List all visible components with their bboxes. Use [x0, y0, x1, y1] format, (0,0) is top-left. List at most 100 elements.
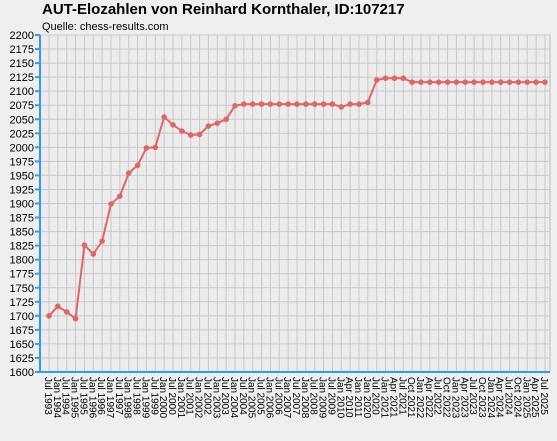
data-point — [444, 79, 451, 85]
data-point — [63, 309, 70, 315]
chart-subtitle: Quelle: chess-results.com — [42, 21, 169, 33]
x-tick-label: Jan 1995 — [69, 377, 80, 419]
y-tick-label: 1650 — [10, 339, 34, 351]
data-point — [418, 79, 424, 85]
data-point — [506, 79, 513, 85]
x-tick-label: Jul 2023 — [467, 377, 478, 415]
x-tick-label: Jan 1999 — [139, 377, 150, 419]
x-tick-label: Jan 2000 — [157, 377, 168, 419]
y-tick-label: 1825 — [10, 241, 34, 253]
x-tick-label: Jul 2006 — [272, 377, 283, 415]
x-tick-label: Jul 2007 — [290, 377, 301, 415]
x-tick-label: Jan 2023 — [449, 377, 460, 419]
data-point — [90, 251, 97, 257]
data-point — [258, 101, 265, 107]
y-tick-label: 1800 — [10, 255, 34, 267]
x-tick-label: Jul 1995 — [77, 377, 88, 415]
data-point — [249, 101, 256, 107]
data-point — [347, 101, 353, 107]
x-tick-label: Jan 2010 — [334, 377, 345, 419]
x-tick-label: Jul 1993 — [42, 377, 53, 415]
data-point — [179, 128, 185, 134]
y-tick-label: 2150 — [10, 58, 34, 70]
y-tick-label: 1675 — [10, 325, 34, 337]
x-tick-label: Oct 2022 — [441, 377, 452, 418]
x-tick-label: Apr 2010 — [343, 377, 354, 418]
x-tick-label: Oct 2024 — [511, 377, 522, 418]
data-point — [152, 144, 159, 151]
y-tick-label: 2000 — [10, 142, 34, 154]
data-point — [55, 303, 61, 310]
data-point — [125, 170, 132, 176]
data-point — [524, 79, 531, 85]
y-tick-label: 1875 — [10, 213, 34, 225]
data-point — [241, 101, 247, 107]
x-tick-label: Jul 2009 — [325, 377, 336, 415]
y-tick-label: 2025 — [10, 128, 34, 140]
x-tick-label: Apr 2022 — [423, 377, 434, 418]
x-tick-label: Jul 2020 — [370, 377, 381, 415]
y-tick-label: 1900 — [10, 199, 34, 211]
x-tick-label: Jan 2001 — [175, 377, 186, 419]
x-tick-label: Jul 1998 — [131, 377, 142, 415]
y-tick-label: 1700 — [10, 311, 34, 323]
x-tick-label: Jul 1999 — [148, 377, 159, 415]
data-point — [311, 101, 318, 107]
data-point — [294, 101, 300, 107]
data-point — [72, 315, 79, 322]
y-tick-label: 2050 — [10, 114, 34, 126]
x-tick-label: Apr 2024 — [494, 377, 505, 418]
x-tick-label: Jul 2024 — [503, 377, 514, 415]
x-tick-label: Jul 2002 — [201, 377, 212, 415]
data-point — [329, 101, 336, 107]
x-tick-label: Jan 1996 — [86, 377, 97, 419]
data-point — [365, 99, 371, 106]
data-point — [161, 114, 167, 120]
x-tick-label: Jul 2008 — [308, 377, 319, 415]
y-tick-label: 1975 — [10, 156, 34, 168]
data-point — [489, 79, 495, 85]
data-point — [143, 145, 150, 151]
x-tick-label: Jan 2008 — [299, 377, 310, 419]
x-tick-label: Jan 2005 — [246, 377, 257, 419]
y-tick-label: 1600 — [10, 367, 34, 379]
data-point — [285, 101, 291, 107]
x-tick-label: Jan 2020 — [361, 377, 372, 419]
x-tick-label: Jul 2025 — [538, 377, 549, 415]
x-tick-label: Jul 1996 — [95, 377, 106, 415]
x-tick-label: Jan 2003 — [210, 377, 221, 419]
x-tick-label: Jan 1998 — [122, 377, 133, 419]
data-point — [187, 132, 194, 138]
data-point — [81, 242, 88, 248]
data-point — [196, 131, 203, 138]
x-tick-label: Jul 1994 — [60, 377, 71, 415]
chart-title: AUT-Elozahlen von Reinhard Kornthaler, I… — [42, 1, 405, 18]
y-tick-label: 2100 — [10, 86, 34, 98]
x-tick-label: Jul 2022 — [432, 377, 443, 415]
y-tick-label: 1750 — [10, 283, 34, 295]
data-point — [373, 77, 380, 83]
x-tick-label: Jan 2022 — [414, 377, 425, 419]
data-point — [435, 79, 442, 85]
x-tick-label: Jan 2002 — [193, 377, 204, 419]
x-tick-label: Jan 2004 — [228, 377, 239, 419]
y-tick-label: 2175 — [10, 44, 34, 56]
data-point — [382, 75, 389, 82]
data-point — [471, 79, 477, 85]
data-point — [400, 75, 407, 82]
data-point — [497, 79, 504, 85]
data-point — [356, 101, 362, 107]
x-tick-label: Oct 2023 — [476, 377, 487, 418]
x-tick-label: Jul 2004 — [237, 377, 248, 415]
y-tick-label: 2075 — [10, 100, 34, 112]
data-point — [453, 79, 460, 85]
data-point — [391, 75, 398, 82]
x-tick-label: Jul 2000 — [166, 377, 177, 415]
data-point — [542, 79, 548, 85]
y-tick-label: 1625 — [10, 353, 34, 365]
x-tick-label: Jan 2007 — [281, 377, 292, 419]
data-point — [170, 122, 176, 128]
x-tick-label: Jan 2024 — [485, 377, 496, 419]
data-point — [462, 79, 469, 85]
data-point — [232, 102, 238, 109]
